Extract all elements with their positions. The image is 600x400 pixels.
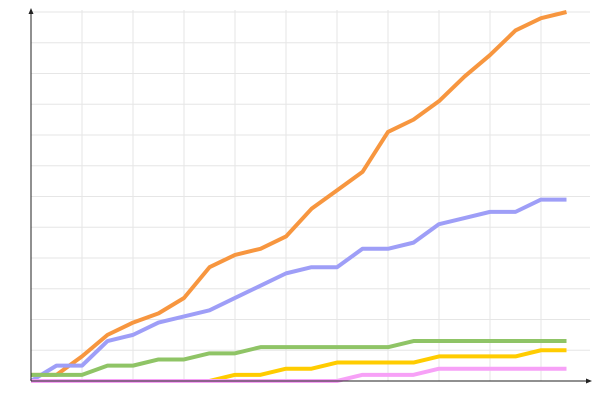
chart-grid <box>31 10 590 381</box>
x-axis-arrow-icon <box>586 378 592 384</box>
series-line-1 <box>31 10 567 377</box>
y-axis-arrow-icon <box>28 8 34 14</box>
chart-axes <box>28 8 592 384</box>
series-line-3 <box>31 339 567 377</box>
series-line-2 <box>29 197 567 383</box>
